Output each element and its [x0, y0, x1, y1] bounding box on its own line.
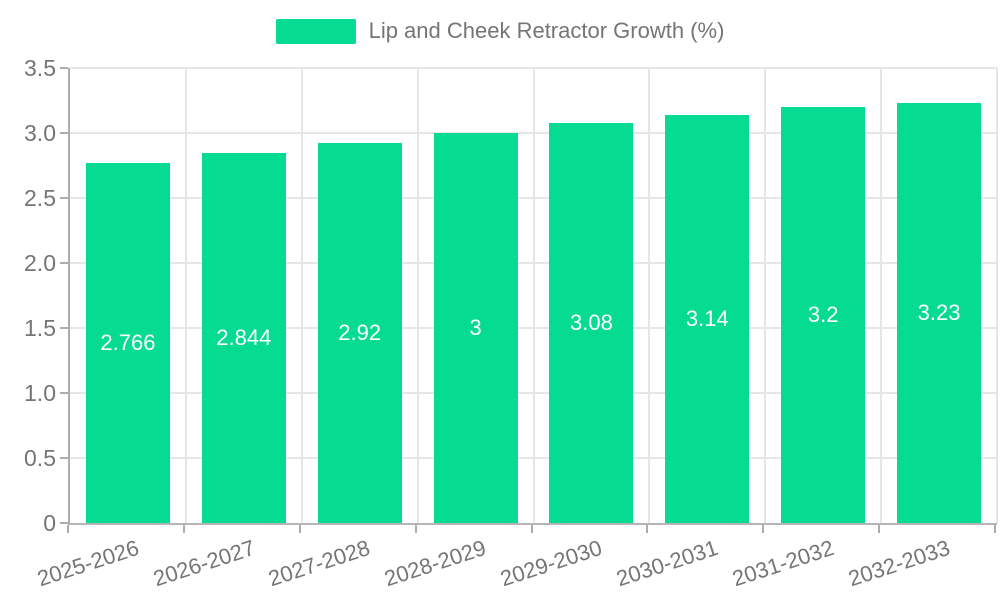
legend-swatch[interactable]: [275, 18, 356, 44]
x-axis-label: 2028-2029: [381, 535, 490, 592]
v-gridline: [184, 68, 187, 523]
y-axis-label: 2.0: [24, 250, 56, 276]
y-axis-tick: [60, 132, 68, 134]
y-axis-tick: [60, 327, 68, 329]
legend: Lip and Cheek Retractor Growth (%): [0, 18, 1000, 44]
bar-value-label: 2.92: [338, 320, 382, 346]
bar-2027-2028: 2.92: [317, 143, 402, 523]
y-axis-label: 3.0: [24, 120, 56, 146]
plot-area: 2.766 2.844 2.92 3 3.08 3.14 3.2 3.23: [68, 67, 998, 525]
y-axis-tick: [60, 392, 68, 394]
x-axis-tick: [646, 525, 649, 533]
bar-value-label: 3.08: [570, 309, 613, 335]
y-axis-label: 1.5: [24, 315, 56, 341]
v-gridline: [532, 68, 535, 523]
v-gridline: [880, 68, 883, 523]
bar-2031-2032: 3.2: [781, 107, 866, 523]
bar-2026-2027: 2.844: [201, 153, 286, 523]
bar-2029-2030: 3.08: [549, 122, 634, 523]
bar-value-label: 3.23: [917, 300, 961, 326]
y-axis-label: 3.5: [24, 55, 56, 81]
bar-2025-2026: 2.766: [85, 163, 170, 523]
bar-2032-2033: 3.23: [897, 103, 982, 523]
x-axis-tick: [994, 525, 996, 533]
bar-value-label: 3.14: [685, 305, 729, 331]
y-axis-tick: [60, 457, 68, 459]
bar-value-label: 3.2: [807, 302, 839, 327]
x-axis-label: 2031-2032: [729, 535, 837, 592]
y-axis-tick: [60, 262, 68, 264]
v-gridline: [648, 68, 651, 523]
bar-2028-2029: 3: [433, 133, 518, 523]
bar-value-label: 2.766: [100, 330, 156, 356]
x-axis-label: 2026-2027: [149, 535, 258, 592]
x-axis-label: 2027-2028: [265, 535, 374, 592]
x-axis-label: 2030-2031: [613, 535, 722, 592]
x-axis-label: 2032-2033: [844, 535, 953, 592]
x-axis-tick: [298, 525, 301, 533]
x-axis-tick: [530, 525, 533, 533]
v-gridline: [300, 68, 303, 523]
x-axis-label: 2029-2030: [497, 535, 606, 592]
x-axis-label: 2025-2026: [33, 535, 142, 592]
bar-value-label: 3: [469, 315, 482, 340]
y-axis-label: 0.5: [24, 445, 56, 471]
y-axis-label: 2.5: [24, 185, 56, 211]
v-gridline: [416, 68, 419, 523]
y-axis-label: 1.0: [24, 380, 56, 406]
x-axis-tick: [762, 525, 765, 533]
v-gridline: [996, 68, 998, 523]
y-axis-tick: [60, 522, 68, 524]
bar-value-label: 2.844: [216, 325, 272, 351]
y-axis-label: 0: [43, 510, 56, 536]
y-axis-tick: [60, 67, 68, 69]
x-axis-tick: [414, 525, 417, 533]
x-axis-tick: [182, 525, 185, 533]
x-axis-tick: [878, 525, 881, 533]
v-gridline: [764, 68, 767, 523]
legend-label[interactable]: Lip and Cheek Retractor Growth (%): [368, 18, 725, 43]
x-axis-tick: [67, 525, 69, 533]
bar-2030-2031: 3.14: [665, 114, 750, 523]
y-axis-tick: [60, 197, 68, 199]
